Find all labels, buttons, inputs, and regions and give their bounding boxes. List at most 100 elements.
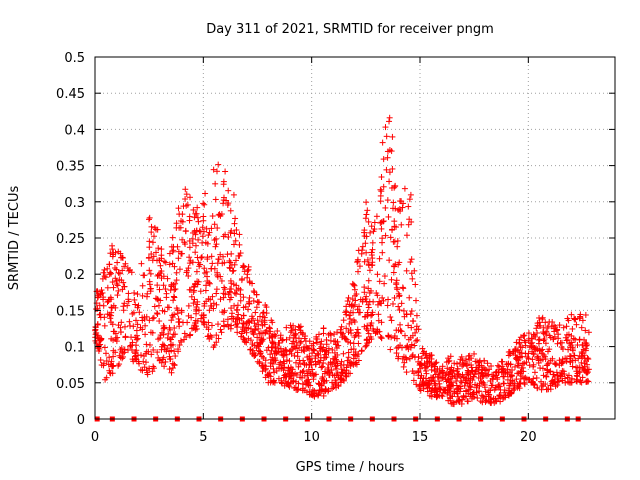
data-point — [114, 292, 121, 299]
data-point — [456, 397, 463, 404]
data-point — [334, 370, 341, 377]
data-point — [166, 366, 173, 373]
data-point — [423, 355, 430, 362]
data-point — [221, 284, 228, 291]
data-point — [425, 382, 432, 389]
data-point — [143, 293, 150, 300]
data-point — [230, 267, 237, 274]
data-point — [192, 317, 199, 324]
data-point — [471, 350, 478, 357]
data-point — [214, 225, 221, 232]
data-point — [524, 354, 531, 361]
data-point — [277, 345, 284, 352]
data-point — [516, 349, 523, 356]
data-point — [440, 389, 447, 396]
data-point — [147, 329, 154, 336]
data-point — [573, 378, 580, 385]
data-point — [117, 346, 124, 353]
data-point — [213, 168, 220, 175]
data-point — [489, 371, 496, 378]
y-tick-label: 0.4 — [64, 123, 85, 138]
data-point — [355, 340, 362, 347]
data-point — [183, 333, 190, 340]
data-point — [101, 344, 108, 351]
data-point — [110, 284, 117, 291]
data-point — [428, 355, 435, 362]
data-point — [314, 350, 321, 357]
data-point — [256, 358, 263, 365]
data-point — [564, 378, 571, 385]
data-point — [172, 280, 179, 287]
data-point — [436, 385, 443, 392]
data-point — [220, 178, 227, 185]
data-point — [409, 332, 416, 339]
data-point — [395, 303, 402, 310]
data-point — [227, 265, 234, 272]
y-tick-label: 0.45 — [56, 87, 85, 102]
data-point — [112, 304, 119, 311]
data-point — [495, 381, 502, 388]
data-point — [311, 393, 318, 400]
data-point — [220, 309, 227, 316]
data-point — [410, 377, 417, 384]
data-point — [185, 312, 192, 319]
data-point — [532, 346, 539, 353]
data-point — [573, 377, 580, 384]
data-point — [349, 296, 356, 303]
data-point — [113, 277, 120, 284]
data-point — [519, 344, 526, 351]
data-point — [131, 296, 138, 303]
data-point — [301, 360, 308, 367]
y-tick-label: 0.5 — [64, 51, 85, 66]
data-point — [470, 373, 477, 380]
data-point — [256, 330, 263, 337]
y-tick-label: 0.2 — [64, 268, 85, 283]
data-point — [534, 329, 541, 336]
data-point — [338, 358, 345, 365]
data-point — [240, 262, 247, 269]
data-point — [153, 310, 160, 317]
data-point — [376, 298, 383, 305]
data-point — [168, 317, 175, 324]
data-point — [148, 223, 155, 230]
data-point — [107, 294, 114, 301]
data-point — [296, 324, 303, 331]
data-point — [359, 243, 366, 250]
data-point — [116, 352, 123, 359]
data-point — [116, 361, 123, 368]
data-point — [468, 362, 475, 369]
data-point — [362, 343, 369, 350]
data-point — [146, 267, 153, 274]
data-point — [162, 358, 169, 365]
data-point — [446, 369, 453, 376]
data-point — [295, 323, 302, 330]
data-point — [385, 333, 392, 340]
data-point — [416, 362, 423, 369]
data-point — [467, 384, 474, 391]
y-tick-label: 0.05 — [56, 377, 85, 392]
data-point — [151, 303, 158, 310]
data-point — [506, 389, 513, 396]
data-point — [443, 359, 450, 366]
data-point — [361, 258, 368, 265]
data-point — [205, 232, 212, 239]
data-point — [396, 259, 403, 266]
data-point — [545, 386, 552, 393]
data-point — [230, 241, 237, 248]
data-point — [582, 345, 589, 352]
data-point — [186, 254, 193, 261]
data-point — [343, 325, 350, 332]
data-point — [406, 294, 413, 301]
data-point — [97, 357, 104, 364]
data-point — [250, 330, 257, 337]
data-point — [303, 389, 310, 396]
data-point — [283, 324, 290, 331]
data-point — [174, 310, 181, 317]
data-point — [433, 359, 440, 366]
data-point — [171, 263, 178, 270]
data-point — [396, 205, 403, 212]
data-point — [225, 187, 232, 194]
data-point — [171, 325, 178, 332]
data-point — [283, 357, 290, 364]
data-point — [551, 328, 558, 335]
